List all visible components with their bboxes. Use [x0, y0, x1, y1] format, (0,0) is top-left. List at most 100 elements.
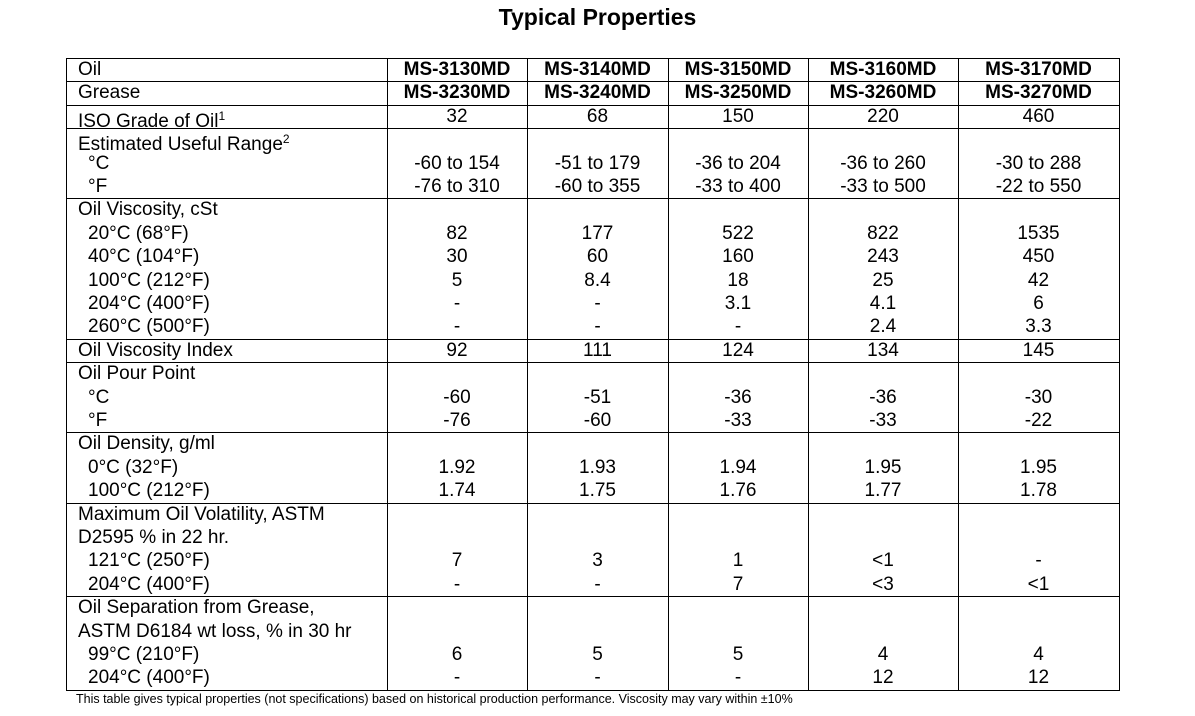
value-cell: 145 — [1022, 339, 1055, 361]
value-cell: -51 — [583, 386, 612, 408]
value-cell: MS-3160MD — [829, 59, 937, 80]
row-label: 121°C (250°F) — [88, 550, 210, 572]
row-label: °F — [88, 176, 108, 197]
value-cell: MS-3260MD — [829, 82, 937, 104]
row-label: 0°C (32°F) — [88, 456, 179, 478]
value-cell: -22 — [1024, 410, 1053, 431]
value-cell: 42 — [1027, 269, 1050, 291]
value-cell: -36 to 260 — [840, 152, 926, 174]
value-cell: 1.93 — [579, 456, 616, 478]
row-label: 40°C (104°F) — [88, 246, 200, 268]
value-cell: -60 — [443, 386, 471, 408]
row-label: ISO Grade of Oil1 — [78, 105, 225, 133]
value-cell: -76 — [443, 410, 471, 431]
value-cell: -33 to 400 — [695, 176, 781, 197]
value-cell: - — [453, 573, 461, 595]
value-cell: 82 — [446, 222, 468, 244]
value-cell: MS-3250MD — [684, 82, 792, 104]
value-cell: 220 — [867, 105, 899, 127]
row-border — [66, 104, 1119, 106]
value-cell: 111 — [583, 339, 612, 361]
value-cell: 4 — [1033, 644, 1044, 665]
value-cell: 134 — [867, 339, 899, 361]
value-cell: 6 — [1033, 293, 1044, 314]
value-cell: 2.4 — [869, 316, 897, 338]
value-cell: 1 — [732, 550, 744, 572]
value-cell: - — [734, 667, 742, 689]
value-cell: 5 — [451, 269, 463, 291]
row-label: Oil — [78, 59, 102, 80]
value-cell: 4 — [877, 644, 889, 665]
row-label: ASTM D6184 wt loss, % in 30 hr — [78, 620, 352, 642]
row-label: Oil Density, g/ml — [78, 433, 215, 455]
row-label: Oil Pour Point — [78, 363, 196, 385]
row-border — [66, 128, 1119, 130]
column-border — [958, 58, 959, 691]
value-cell: 5 — [732, 644, 744, 665]
value-cell: 7 — [451, 550, 463, 572]
value-cell: 1.77 — [864, 480, 902, 502]
value-cell: 6 — [451, 644, 463, 665]
value-cell: 177 — [581, 222, 614, 244]
row-label: 100°C (212°F) — [88, 480, 210, 502]
column-border — [668, 58, 669, 691]
row-border — [66, 432, 1119, 434]
value-cell: MS-3150MD — [684, 59, 792, 80]
value-cell: - — [453, 667, 461, 689]
value-cell: - — [594, 667, 601, 689]
value-cell: -22 to 550 — [995, 176, 1082, 197]
column-border — [387, 58, 388, 691]
value-cell: - — [453, 316, 461, 338]
row-border — [66, 689, 1119, 691]
value-cell: 25 — [872, 269, 894, 291]
footnote-mark: 2 — [282, 132, 290, 147]
value-cell: 12 — [1027, 667, 1050, 689]
row-label: 260°C (500°F) — [88, 316, 210, 338]
value-cell: MS-3130MD — [403, 59, 511, 80]
value-cell: MS-3140MD — [544, 59, 651, 80]
value-cell: 243 — [867, 246, 899, 268]
row-border — [66, 338, 1119, 340]
footnote-mark: 1 — [218, 108, 226, 123]
row-label: Oil Separation from Grease, — [78, 597, 315, 619]
value-cell: 160 — [722, 246, 754, 268]
value-cell: 3 — [592, 550, 603, 572]
row-label: 100°C (212°F) — [88, 269, 210, 291]
row-label: Estimated Useful Range2 — [78, 128, 290, 156]
row-label: °C — [88, 386, 110, 408]
value-cell: 460 — [1022, 105, 1055, 127]
value-cell: 1.75 — [579, 480, 616, 502]
value-cell: -33 to 500 — [840, 176, 926, 197]
value-cell: 3.3 — [1025, 316, 1052, 338]
value-cell: MS-3230MD — [403, 82, 511, 104]
value-cell: 92 — [446, 339, 468, 361]
row-label: Oil Viscosity, cSt — [78, 199, 218, 221]
value-cell: MS-3170MD — [985, 59, 1092, 80]
value-cell: -60 — [583, 410, 612, 431]
value-cell: 1.95 — [1020, 456, 1057, 478]
row-border — [66, 502, 1119, 504]
value-cell: 1.94 — [719, 456, 757, 478]
row-label: °C — [88, 152, 110, 174]
row-label: Oil Viscosity Index — [78, 339, 233, 361]
value-cell: - — [594, 293, 601, 314]
value-cell: 3.1 — [724, 293, 752, 314]
value-cell: <1 — [872, 550, 894, 572]
value-cell: 1.92 — [438, 456, 476, 478]
value-cell: 822 — [867, 222, 899, 244]
value-cell: 150 — [722, 105, 754, 127]
value-cell: 1.76 — [719, 480, 757, 502]
value-cell: 7 — [732, 573, 744, 595]
value-cell: 30 — [446, 246, 468, 268]
value-cell: <3 — [872, 573, 894, 595]
value-cell: - — [734, 316, 742, 338]
row-label: Maximum Oil Volatility, ASTM — [78, 503, 325, 525]
label-text: Estimated Useful Range — [78, 134, 283, 156]
value-cell: -30 — [1024, 386, 1053, 408]
column-border — [808, 58, 809, 691]
value-cell: -60 to 154 — [414, 152, 500, 174]
row-label: 204°C (400°F) — [88, 573, 210, 595]
value-cell: 18 — [727, 269, 749, 291]
column-border — [1119, 58, 1120, 691]
value-cell: - — [1035, 550, 1042, 572]
